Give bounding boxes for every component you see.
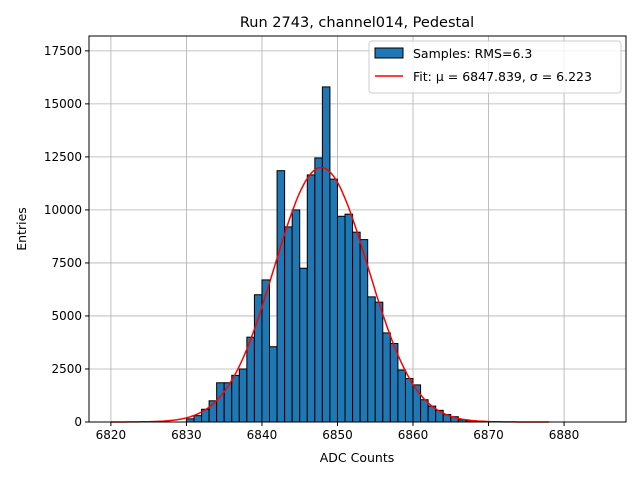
histogram-bar bbox=[306, 174, 316, 423]
y-tick-label: 10000 bbox=[44, 203, 82, 217]
histogram-bar bbox=[321, 86, 331, 423]
histogram-bar bbox=[359, 239, 369, 423]
x-tick-label: 6850 bbox=[322, 428, 353, 442]
histogram-bar bbox=[389, 343, 399, 423]
histogram-bar bbox=[314, 157, 323, 423]
histogram-bar bbox=[344, 213, 354, 423]
legend: Samples: RMS=6.3 Fit: μ = 6847.839, σ = … bbox=[368, 40, 622, 94]
y-tick-label: 2500 bbox=[51, 362, 82, 376]
x-tick-label: 6830 bbox=[171, 428, 202, 442]
histogram-bar bbox=[404, 378, 414, 423]
histogram-bar bbox=[420, 399, 429, 423]
x-tick-label: 6870 bbox=[473, 428, 504, 442]
y-tick-label: 15000 bbox=[44, 97, 82, 111]
histogram-bar bbox=[246, 336, 255, 423]
histogram-bar bbox=[231, 374, 240, 423]
histogram-bar bbox=[299, 267, 308, 423]
histogram-bar bbox=[352, 231, 361, 423]
histogram-bar bbox=[253, 294, 263, 423]
y-tick-label: 5000 bbox=[51, 309, 82, 323]
histogram-bar bbox=[291, 209, 301, 423]
legend-box bbox=[368, 40, 622, 94]
histogram-bar bbox=[223, 382, 233, 423]
histogram-bar bbox=[336, 215, 346, 423]
y-tick-label: 17500 bbox=[44, 44, 82, 58]
legend-label-samples: Samples: RMS=6.3 bbox=[413, 46, 532, 61]
histogram-bar bbox=[238, 368, 248, 423]
histogram-bar bbox=[329, 178, 338, 423]
y-tick-label: 7500 bbox=[51, 256, 82, 270]
x-tick-label: 6880 bbox=[549, 428, 580, 442]
histogram-bar bbox=[284, 226, 293, 423]
legend-label-fit: Fit: μ = 6847.839, σ = 6.223 bbox=[413, 69, 592, 84]
x-tick-label: 6820 bbox=[96, 428, 127, 442]
histogram-bar bbox=[193, 415, 203, 423]
histogram-bar bbox=[269, 346, 278, 423]
histogram-bar bbox=[374, 301, 384, 423]
histogram-bar bbox=[382, 332, 391, 423]
histogram-bar bbox=[276, 170, 286, 423]
x-tick-label: 6840 bbox=[247, 428, 278, 442]
histogram-bar bbox=[397, 369, 406, 423]
histogram-bar bbox=[216, 382, 225, 423]
y-axis-label: Entries bbox=[14, 207, 29, 251]
x-axis-label: ADC Counts bbox=[320, 450, 395, 465]
x-tick-label: 6860 bbox=[398, 428, 429, 442]
legend-swatch-samples bbox=[374, 47, 404, 59]
y-tick-label: 12500 bbox=[44, 150, 82, 164]
y-tick-label: 0 bbox=[74, 415, 82, 429]
chart-title: Run 2743, channel014, Pedestal bbox=[240, 15, 474, 31]
histogram-bar bbox=[367, 296, 376, 423]
plot-frame bbox=[88, 35, 627, 423]
fit-curve bbox=[110, 166, 549, 423]
